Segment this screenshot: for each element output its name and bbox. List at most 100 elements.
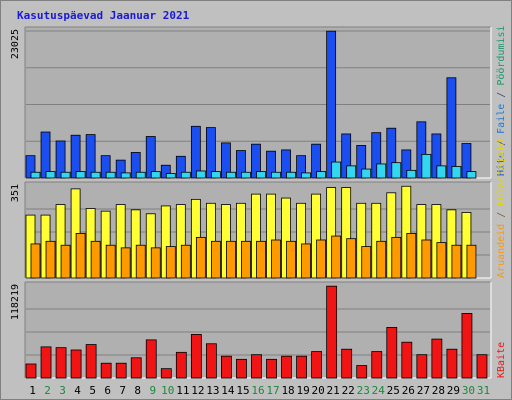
bar-pages_visits-b (361, 246, 372, 279)
bar-hits_files-b (165, 173, 176, 179)
bar-hits_files-b (135, 171, 146, 179)
bar-hits_files-b (75, 171, 86, 179)
bar-hits_files-b (90, 171, 101, 179)
bar-hits_files-a (251, 143, 261, 179)
bar-kbytes-a (401, 341, 413, 379)
bar-pages_visits-a (326, 187, 337, 279)
bar-hits_files-a (326, 30, 337, 179)
x-tick-label: 20 (312, 384, 325, 397)
chart-title: Kasutuspäevad Jaanuar 2021 (17, 9, 190, 22)
bar-pages_visits-b (331, 235, 342, 279)
bar-hits_files-a (190, 125, 201, 179)
bar-pages_visits-a (145, 213, 156, 279)
hits-files-legend: Hite / Faile / Pöördumisi (496, 25, 507, 176)
x-tick-label: 10 (161, 384, 174, 397)
bar-pages_visits-b (256, 240, 266, 279)
x-tick-label: 16 (251, 384, 264, 397)
bar-pages_visits-a (130, 209, 141, 279)
bar-kbytes-a (115, 362, 127, 379)
bar-pages_visits-b (286, 240, 296, 279)
x-tick-label: 1 (29, 384, 36, 397)
bar-hits_files-a (40, 131, 51, 179)
bar-pages_visits-a (386, 192, 397, 279)
bar-kbytes-a (326, 285, 338, 379)
x-tick-label: 29 (447, 384, 460, 397)
bar-kbytes-a (205, 343, 217, 379)
bar-hits_files-a (115, 159, 126, 179)
bar-pages_visits-b (90, 240, 101, 279)
bar-hits_files-b (466, 171, 477, 179)
bar-hits_files-a (85, 134, 96, 179)
bar-hits_files-a (221, 142, 231, 179)
bar-hits_files-a (446, 77, 457, 179)
x-tick-label: 15 (236, 384, 249, 397)
bar-kbytes-a (386, 327, 398, 379)
x-tick-label: 11 (176, 384, 189, 397)
bar-pages_visits-b (406, 233, 417, 279)
bar-kbytes-a (100, 362, 112, 379)
x-tick-label: 30 (462, 384, 475, 397)
bar-pages_visits-a (356, 202, 367, 279)
bar-hits_files-a (341, 133, 352, 179)
bar-kbytes-a (25, 363, 37, 379)
bar-pages_visits-b (421, 239, 432, 279)
x-tick-label: 27 (417, 384, 430, 397)
bar-hits_files-a (236, 150, 246, 179)
x-tick-label: 21 (327, 384, 340, 397)
bar-kbytes-a (236, 358, 247, 379)
bar-pages_visits-b (150, 247, 161, 279)
bar-hits_files-b (271, 171, 281, 179)
bar-kbytes-a (341, 348, 353, 379)
x-tick-label: 26 (402, 384, 415, 397)
bar-hits_files-b (210, 171, 221, 179)
bar-hits_files-b (105, 171, 116, 179)
bar-kbytes-a (130, 357, 142, 379)
bar-hits_files-a (25, 155, 36, 179)
x-tick-label: 6 (104, 384, 111, 397)
bar-hits_files-a (160, 164, 171, 179)
bar-hits_files-a (311, 143, 322, 179)
x-tick-label: 25 (387, 384, 400, 397)
bar-pages_visits-a (371, 202, 382, 279)
bar-kbytes-a (296, 355, 307, 379)
y-max-label: 118219 (10, 284, 21, 320)
x-tick-label: 4 (74, 384, 81, 397)
bar-pages_visits-b (210, 240, 221, 279)
bar-pages_visits-b (105, 244, 116, 279)
bar-hits_files-b (301, 172, 311, 179)
bar-kbytes-a (55, 347, 67, 379)
bar-kbytes-a (281, 355, 292, 379)
bar-pages_visits-a (296, 202, 306, 279)
bar-hits_files-a (386, 127, 397, 179)
bar-hits_files-a (175, 155, 186, 179)
bar-pages_visits-b (436, 242, 447, 279)
x-tick-label: 9 (149, 384, 156, 397)
bar-pages_visits-b (120, 247, 131, 279)
bar-kbytes-a (145, 339, 157, 379)
bar-hits_files-b (150, 171, 161, 179)
bar-hits_files-a (431, 133, 442, 179)
bar-hits_files-b (195, 170, 206, 179)
x-tick-label: 14 (221, 384, 235, 397)
bar-pages_visits-a (55, 204, 66, 279)
x-tick-label: 18 (281, 384, 294, 397)
x-tick-label: 13 (206, 384, 219, 397)
bar-hits_files-b (331, 161, 342, 179)
x-tick-label: 12 (191, 384, 204, 397)
bar-kbytes-a (190, 334, 202, 379)
bar-pages_visits-b (195, 236, 206, 279)
bar-kbytes-a (476, 354, 488, 379)
bar-pages_visits-b (451, 244, 462, 279)
bar-kbytes-a (160, 368, 172, 379)
bar-hits_files-b (45, 171, 56, 179)
bar-hits_files-a (401, 149, 412, 179)
bar-kbytes-a (70, 349, 82, 379)
bar-pages_visits-b (226, 240, 236, 279)
bar-hits_files-a (296, 155, 306, 179)
bar-pages_visits-b (301, 243, 311, 279)
bar-hits_files-b (256, 171, 266, 179)
bar-hits_files-a (130, 152, 141, 179)
bar-hits_files-a (416, 121, 427, 179)
pages-visits-legend: Aruandeid / Külastajaid (496, 140, 507, 278)
